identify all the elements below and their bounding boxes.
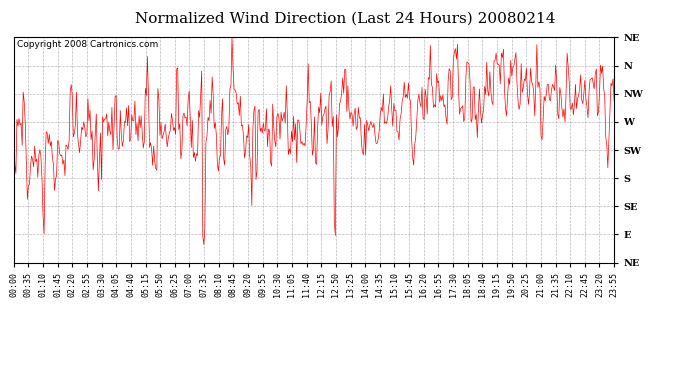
Text: Copyright 2008 Cartronics.com: Copyright 2008 Cartronics.com	[17, 40, 158, 49]
Text: Normalized Wind Direction (Last 24 Hours) 20080214: Normalized Wind Direction (Last 24 Hours…	[135, 11, 555, 25]
